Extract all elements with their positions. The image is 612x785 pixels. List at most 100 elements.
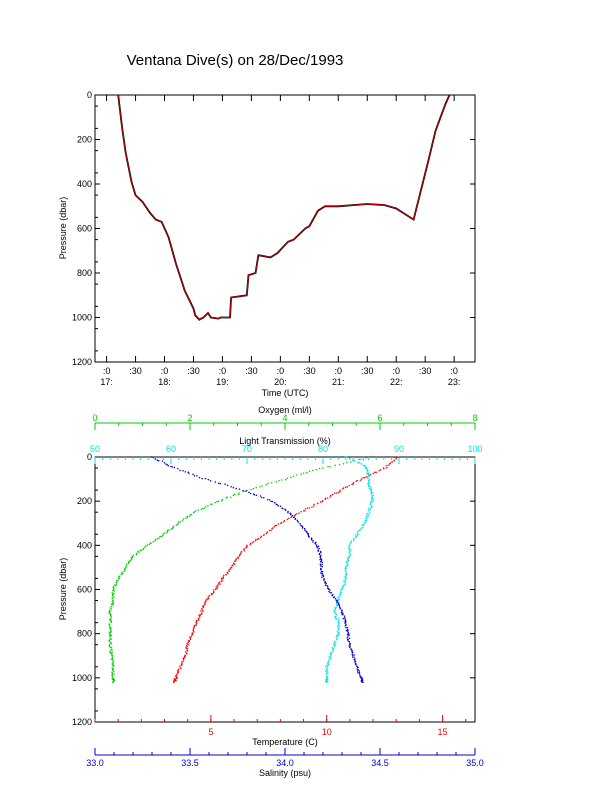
salinity-point xyxy=(326,584,328,587)
temperature-point xyxy=(255,538,257,541)
transmission-point xyxy=(371,500,373,503)
oxygen-point xyxy=(156,538,159,540)
transmission-point xyxy=(368,510,371,512)
salinity-point xyxy=(296,519,299,521)
transmission-point xyxy=(345,571,347,573)
transmission-point xyxy=(365,514,368,517)
transmission-tick-label: 100 xyxy=(467,444,482,454)
salinity-point xyxy=(171,466,174,468)
y-tick-label: 200 xyxy=(77,135,92,145)
oxygen-point xyxy=(154,538,157,541)
temperature-tick-label: 10 xyxy=(322,727,332,737)
oxygen-tick-label: 8 xyxy=(472,413,477,423)
transmission-point xyxy=(324,670,327,673)
salinity-point xyxy=(315,541,317,544)
temperature-point xyxy=(189,638,192,641)
oxygen-point xyxy=(117,576,120,579)
x-tick-label: :0 xyxy=(277,366,285,376)
temperature-point xyxy=(352,483,354,485)
oxygen-point xyxy=(110,634,112,637)
temperature-point xyxy=(219,583,221,585)
y-tick-label: 0 xyxy=(87,452,92,462)
transmission-point xyxy=(335,636,337,638)
salinity-point xyxy=(219,482,222,485)
salinity-point xyxy=(196,475,198,477)
transmission-point xyxy=(369,503,372,506)
transmission-point xyxy=(339,595,341,598)
salinity-point xyxy=(161,460,164,462)
temperature-point xyxy=(339,489,341,492)
temperature-point xyxy=(308,507,311,509)
transmission-point xyxy=(343,580,345,583)
temperature-point xyxy=(342,488,344,490)
salinity-point xyxy=(349,646,351,649)
oxygen-point xyxy=(110,647,113,649)
oxygen-point xyxy=(168,529,170,531)
transmission-point xyxy=(370,486,372,488)
temperature-point xyxy=(355,480,357,483)
oxygen-point xyxy=(111,595,114,597)
temperature-point xyxy=(266,531,268,534)
transmission-point xyxy=(339,593,342,596)
salinity-point xyxy=(348,637,351,640)
salinity-point xyxy=(339,607,342,610)
temperature-point xyxy=(179,665,181,667)
oxygen-point xyxy=(312,469,314,472)
salinity-point xyxy=(337,602,340,604)
transmission-point xyxy=(335,618,338,621)
temperature-point xyxy=(344,486,347,489)
salinity-point xyxy=(320,557,322,559)
temperature-axis-label: Temperature (C) xyxy=(252,737,318,747)
temperature-point xyxy=(391,461,393,463)
salinity-point xyxy=(321,563,323,565)
x-tick-hour-label: 22: xyxy=(390,377,403,387)
salinity-point xyxy=(334,598,337,600)
oxygen-point xyxy=(135,554,138,556)
oxygen-point xyxy=(350,461,352,463)
transmission-point xyxy=(354,536,357,539)
oxygen-point xyxy=(327,465,329,468)
salinity-point xyxy=(347,640,349,642)
transmission-point xyxy=(349,542,352,544)
transmission-point xyxy=(326,664,329,667)
transmission-point xyxy=(367,515,369,517)
salinity-point xyxy=(321,566,323,568)
oxygen-point xyxy=(110,642,112,645)
oxygen-point xyxy=(171,527,174,530)
transmission-point xyxy=(367,483,370,485)
oxygen-point xyxy=(111,669,114,671)
temperature-point xyxy=(215,585,218,588)
oxygen-point xyxy=(217,500,220,502)
salinity-point xyxy=(321,570,324,573)
salinity-point xyxy=(348,643,351,646)
salinity-point xyxy=(325,582,327,585)
salinity-point xyxy=(331,594,333,597)
oxygen-point xyxy=(109,628,112,630)
temperature-point xyxy=(362,477,365,479)
oxygen-point xyxy=(110,649,112,651)
transmission-point xyxy=(340,591,342,594)
oxygen-point xyxy=(112,603,114,606)
transmission-point xyxy=(333,611,335,613)
oxygen-point xyxy=(137,551,140,553)
oxygen-point xyxy=(176,523,179,526)
oxygen-point xyxy=(188,515,191,518)
temperature-point xyxy=(179,667,182,669)
salinity-point xyxy=(259,495,262,497)
oxygen-point xyxy=(300,473,302,475)
temperature-point xyxy=(200,610,202,612)
salinity-point xyxy=(255,494,258,497)
salinity-point xyxy=(342,617,344,620)
temperature-point xyxy=(238,555,241,557)
salinity-point xyxy=(165,463,167,465)
transmission-point xyxy=(325,667,328,670)
salinity-point xyxy=(253,493,256,496)
temperature-point xyxy=(388,463,391,465)
temperature-point xyxy=(273,525,276,528)
salinity-point xyxy=(317,545,320,548)
oxygen-point xyxy=(358,458,360,461)
salinity-point xyxy=(287,512,289,514)
temperature-point xyxy=(319,501,322,503)
transmission-tick-label: 80 xyxy=(318,444,328,454)
